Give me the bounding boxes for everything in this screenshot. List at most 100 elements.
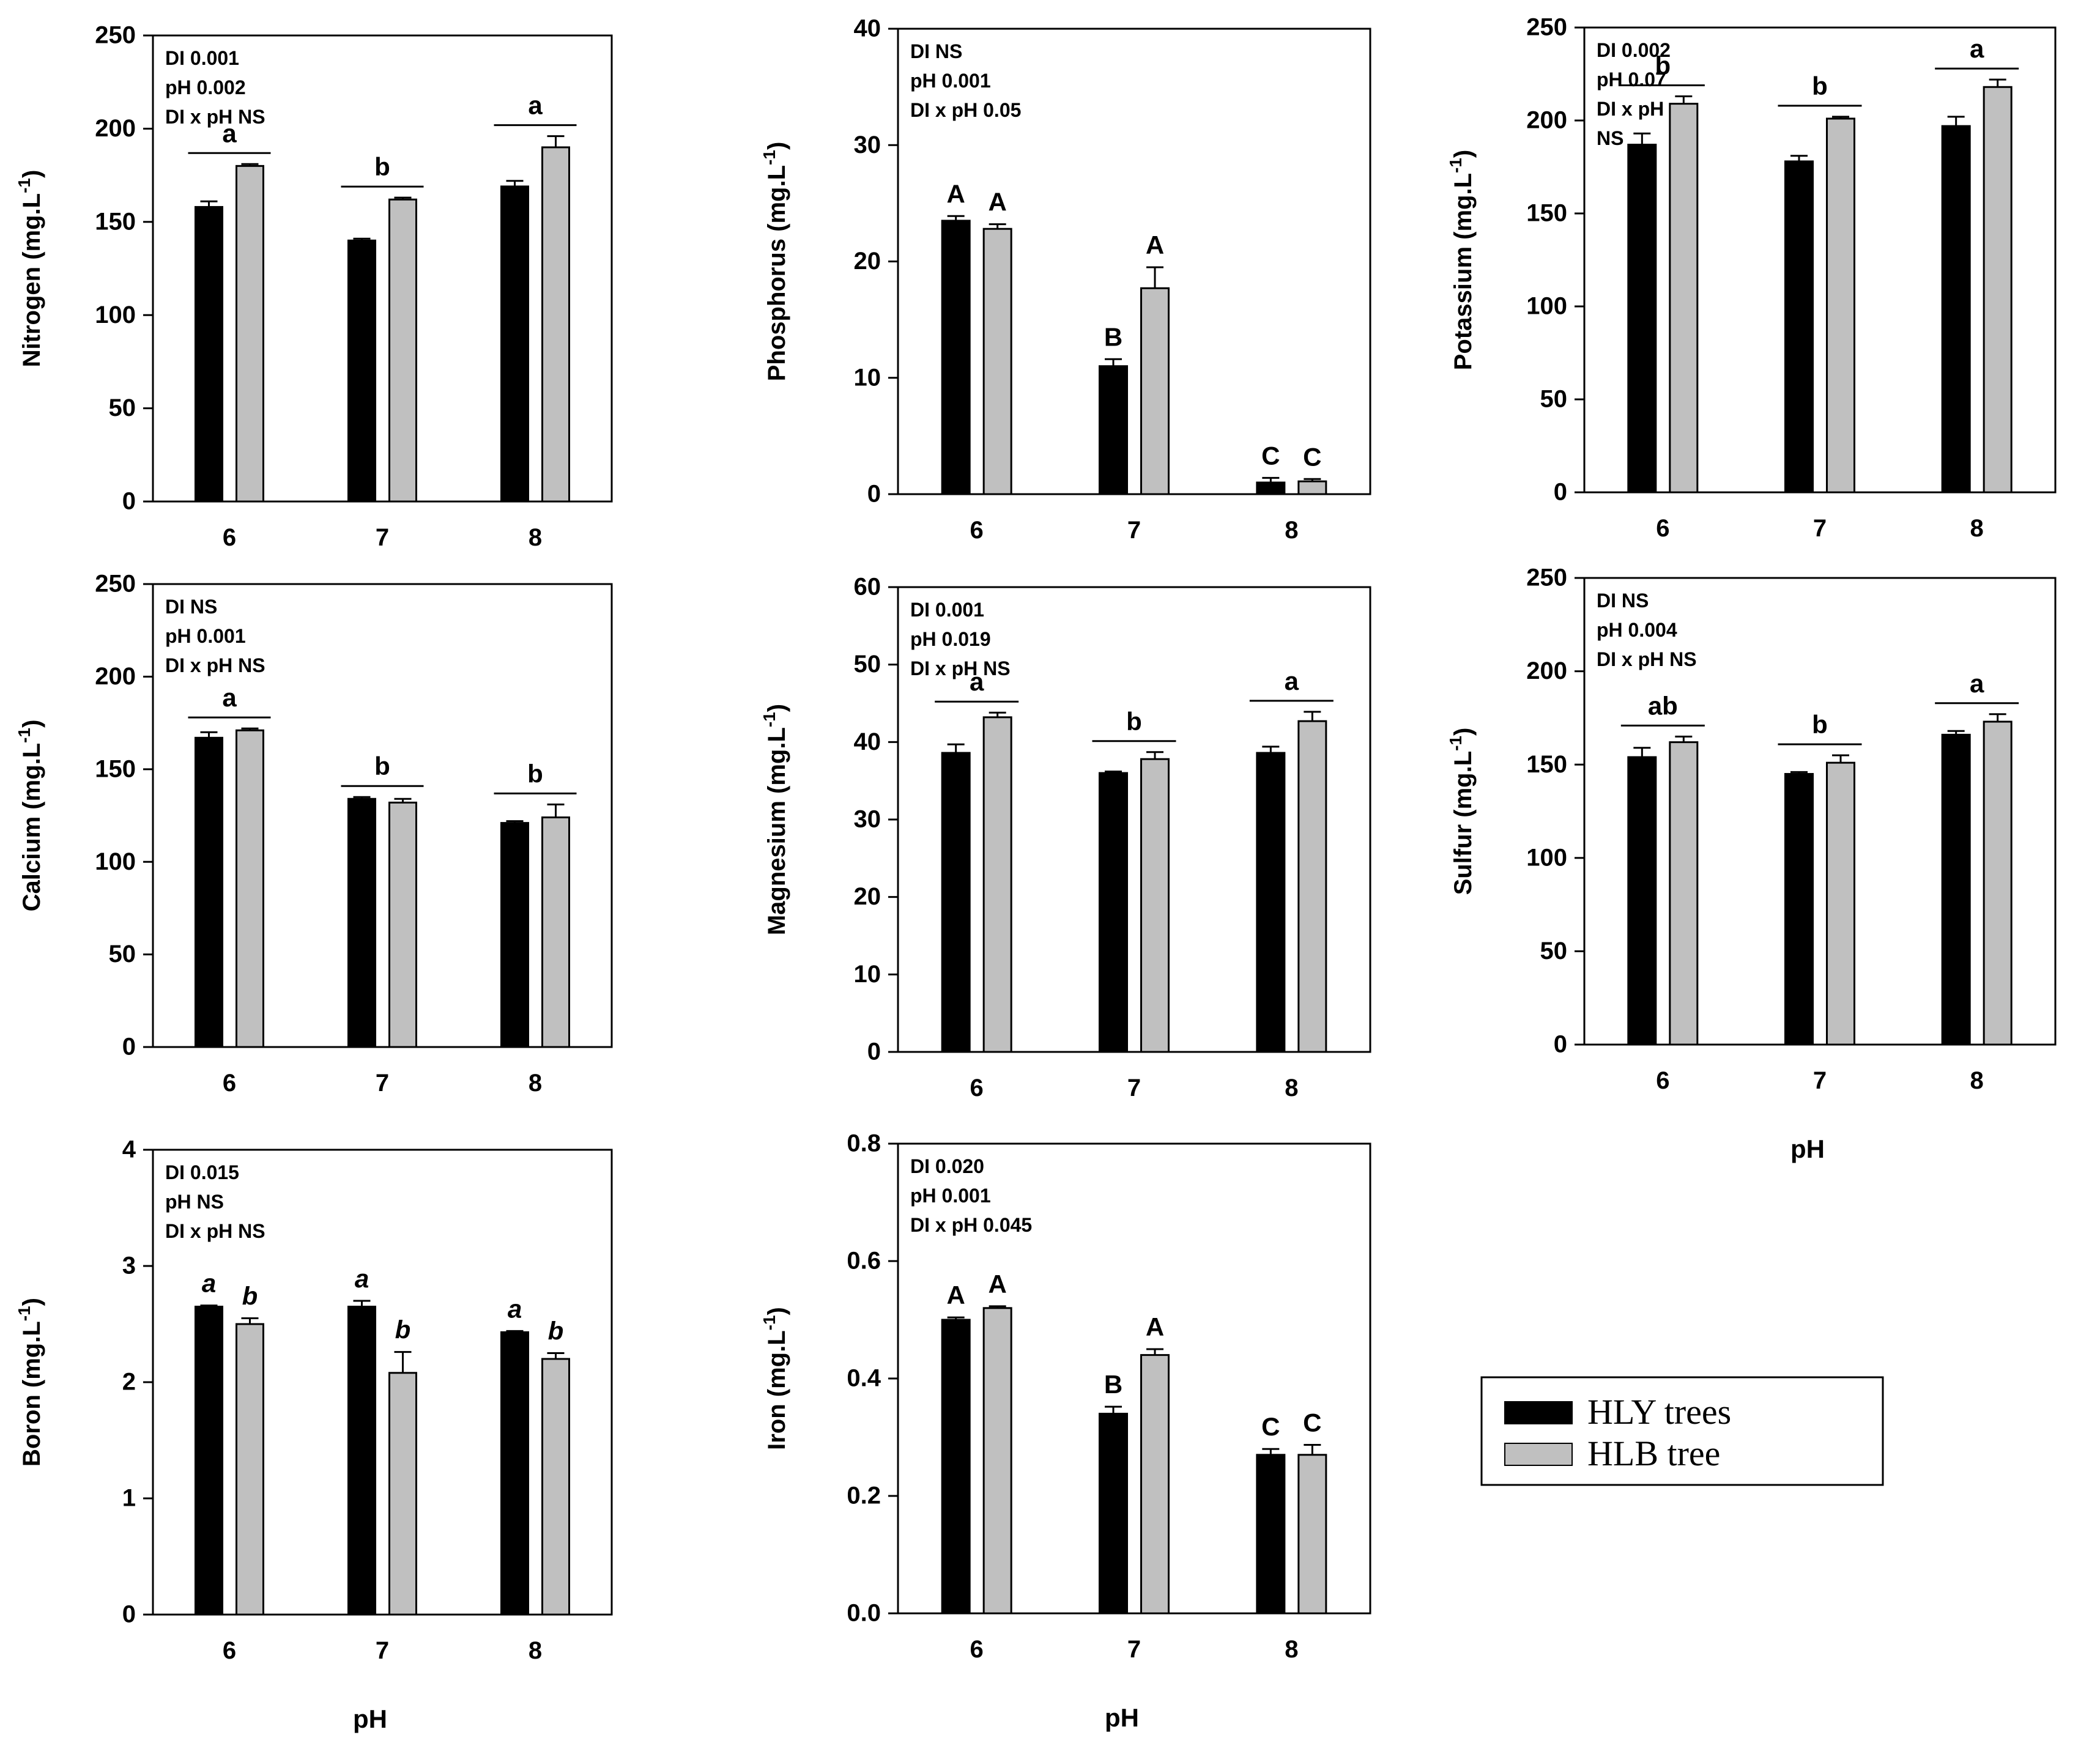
y-tick-label: 0 bbox=[1554, 479, 1567, 506]
y-axis-label-tail: ) bbox=[1450, 728, 1477, 736]
stat-line: DI 0.001 bbox=[165, 47, 239, 69]
stat-line: DI x pH NS bbox=[1597, 648, 1697, 670]
y-axis-label-main: Iron (mg.L bbox=[763, 1330, 790, 1450]
y-tick-label: 150 bbox=[1526, 200, 1567, 227]
significance-letter: b bbox=[374, 152, 390, 181]
x-tick-label: 7 bbox=[1813, 515, 1827, 542]
y-axis-label: Calcium (mg.L-1) bbox=[15, 720, 45, 912]
y-axis-label-superscript: -1 bbox=[1446, 158, 1465, 173]
y-axis-label-superscript: -1 bbox=[760, 1315, 779, 1330]
y-axis-label-superscript: -1 bbox=[15, 178, 34, 193]
y-tick-label: 50 bbox=[1540, 938, 1568, 964]
stat-line: DI x pH bbox=[1597, 98, 1664, 120]
bar-hly bbox=[1256, 481, 1286, 495]
significance-letter: A bbox=[946, 1281, 965, 1309]
y-axis-label-tail: ) bbox=[1450, 150, 1477, 158]
x-tick-label: 6 bbox=[223, 1070, 236, 1097]
bar-hlb bbox=[1826, 761, 1855, 1046]
bar-hlb bbox=[236, 729, 264, 1048]
stat-line: DI x pH 0.045 bbox=[910, 1214, 1032, 1236]
y-tick-label: 0.4 bbox=[847, 1365, 881, 1392]
stat-line: DI x pH 0.05 bbox=[910, 99, 1021, 121]
panel-iron: 0.0 0.2 0.4 0.6 0.8 Iron (mg.L-1) DI 0.020 pH 0… bbox=[760, 1130, 1371, 1732]
significance-letter: a bbox=[1970, 669, 1984, 698]
significance-letter: b bbox=[1126, 707, 1142, 736]
y-tick-label: 4 bbox=[122, 1136, 136, 1163]
bar-hly bbox=[1627, 756, 1657, 1046]
y-tick-label: 250 bbox=[95, 571, 136, 598]
y-tick-label: 0.8 bbox=[847, 1130, 881, 1157]
x-tick-label: 8 bbox=[1285, 1075, 1298, 1101]
y-tick-label: 100 bbox=[95, 848, 136, 875]
significance-letter: a bbox=[508, 1294, 522, 1323]
x-axis-label: pH bbox=[1790, 1134, 1825, 1163]
y-tick-label: 250 bbox=[95, 22, 136, 49]
stat-line: pH NS bbox=[165, 1191, 224, 1213]
plot-frame bbox=[1583, 26, 2057, 494]
y-tick-label: 10 bbox=[854, 364, 881, 391]
y-tick-label: 200 bbox=[1526, 107, 1567, 134]
bar-hlb bbox=[1669, 103, 1699, 494]
bar-hlb bbox=[388, 801, 417, 1048]
stat-line: DI 0.001 bbox=[910, 599, 984, 621]
significance-letter: A bbox=[988, 1270, 1006, 1298]
y-axis-label-main: Phosphorus (mg.L bbox=[763, 165, 790, 381]
y-tick-label: 30 bbox=[854, 131, 881, 158]
bar-hly bbox=[1627, 144, 1657, 494]
y-axis-label-superscript: -1 bbox=[15, 1306, 34, 1321]
x-tick-label: 7 bbox=[1127, 517, 1141, 544]
y-tick-label: 2 bbox=[122, 1369, 136, 1396]
bar-hlb bbox=[1140, 287, 1170, 495]
significance-letter: C bbox=[1303, 442, 1321, 471]
stat-line: pH 0.001 bbox=[165, 625, 246, 647]
bar-hly bbox=[1256, 1454, 1286, 1615]
significance-letter: A bbox=[988, 188, 1006, 216]
stat-line: pH 0.004 bbox=[1597, 619, 1677, 641]
y-tick-label: 60 bbox=[854, 574, 881, 601]
y-axis-label-main: Calcium (mg.L bbox=[18, 743, 45, 912]
x-tick-label: 8 bbox=[529, 1637, 542, 1664]
bar-hlb bbox=[1140, 1354, 1170, 1615]
y-axis-label-tail: ) bbox=[763, 1307, 790, 1315]
stat-line: NS bbox=[1597, 127, 1623, 149]
stat-line: pH 0.001 bbox=[910, 1185, 991, 1207]
significance-letter: a bbox=[222, 119, 237, 147]
stat-line: pH 0.001 bbox=[910, 70, 991, 92]
y-tick-label: 0.0 bbox=[847, 1600, 881, 1627]
stat-line: DI 0.002 bbox=[1597, 39, 1671, 61]
y-tick-label: 0 bbox=[1554, 1031, 1567, 1058]
bar-hly bbox=[1099, 1413, 1128, 1615]
bar-hly bbox=[500, 1331, 529, 1616]
y-tick-label: 50 bbox=[109, 394, 136, 421]
y-tick-label: 250 bbox=[1526, 14, 1567, 41]
y-tick-label: 150 bbox=[95, 208, 136, 235]
y-axis-label: Boron (mg.L-1) bbox=[15, 1298, 45, 1467]
legend-swatch-hly bbox=[1504, 1401, 1573, 1424]
y-tick-label: 3 bbox=[122, 1253, 136, 1279]
bar-hlb bbox=[1669, 741, 1699, 1046]
stat-line: DI x pH NS bbox=[165, 654, 265, 676]
significance-letter: a bbox=[1285, 667, 1299, 695]
y-axis-label: Iron (mg.L-1) bbox=[760, 1307, 790, 1450]
y-tick-label: 0.6 bbox=[847, 1248, 881, 1275]
legend-frame bbox=[1480, 1376, 1884, 1486]
bar-hlb bbox=[1140, 758, 1170, 1053]
y-tick-label: 20 bbox=[854, 248, 881, 275]
significance-letter: A bbox=[1146, 1312, 1164, 1341]
bar-hlb bbox=[1983, 86, 2013, 494]
bar-hly bbox=[195, 736, 223, 1048]
significance-letter: C bbox=[1303, 1408, 1321, 1437]
bar-hlb bbox=[1297, 480, 1327, 495]
y-tick-label: 50 bbox=[1540, 386, 1568, 413]
bar-hly bbox=[195, 205, 223, 503]
significance-letter: C bbox=[1261, 441, 1280, 470]
y-tick-label: 40 bbox=[854, 15, 881, 42]
panel-nitrogen: 0 50 100 150 200 250 Nitrogen (mg.L-1) DI 0.001… bbox=[15, 22, 613, 551]
legend-label-hlb: HLB tree bbox=[1587, 1434, 1720, 1473]
bar-hly bbox=[941, 220, 971, 495]
bar-hly bbox=[1784, 160, 1814, 494]
bar-hlb bbox=[236, 165, 264, 503]
bar-hlb bbox=[388, 1372, 417, 1616]
x-tick-label: 7 bbox=[376, 1637, 389, 1664]
